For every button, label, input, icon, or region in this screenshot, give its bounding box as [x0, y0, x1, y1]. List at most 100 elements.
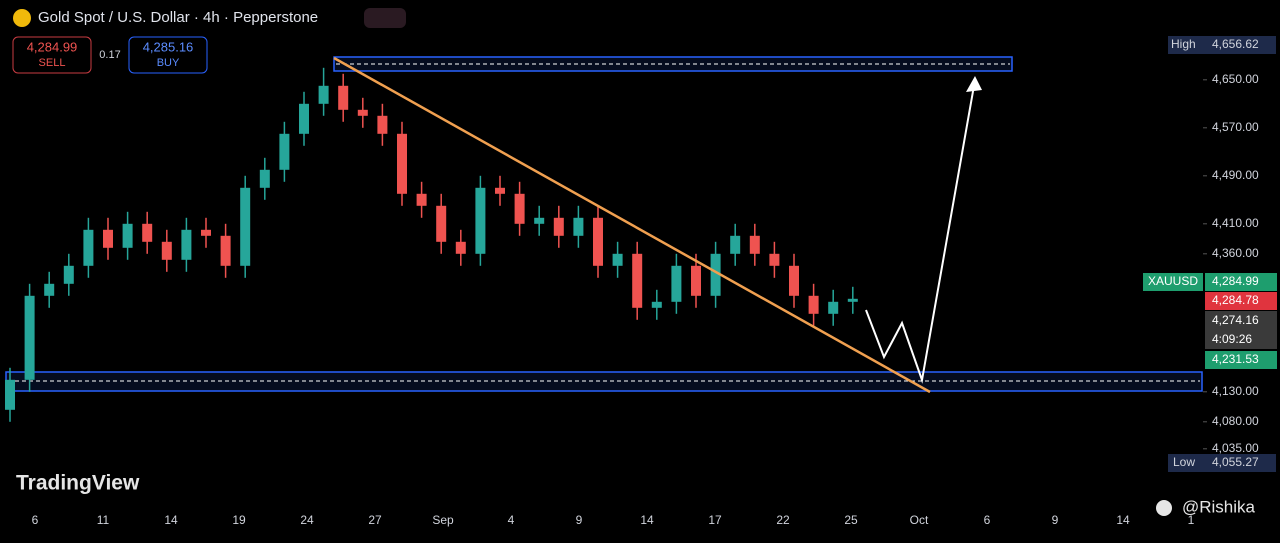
high-box	[1168, 36, 1276, 54]
x-tick-label: 9	[576, 513, 583, 527]
candle-body	[789, 265, 799, 296]
sell-button[interactable]	[12, 36, 92, 74]
buy-label: BUY	[157, 57, 180, 69]
candle-body	[514, 193, 525, 224]
candle-body	[357, 109, 368, 116]
candle-body	[436, 205, 447, 242]
candle-body	[397, 133, 407, 194]
x-tick-label: 25	[844, 513, 858, 527]
spread: 0.17	[99, 49, 120, 61]
candle-body	[63, 265, 74, 284]
candle-body	[691, 265, 701, 296]
candle-body	[612, 253, 623, 266]
arrow-head	[966, 76, 982, 92]
y-tick-label: 4,080.00	[1212, 414, 1259, 428]
candle-body	[730, 235, 741, 254]
watermark: TradingView	[16, 472, 140, 495]
candle-body	[240, 187, 251, 266]
last-price: 4,284.99	[1212, 274, 1259, 288]
candle-body	[475, 187, 486, 254]
bid-price: 4,284.78	[1212, 293, 1259, 307]
last-box	[1205, 273, 1277, 291]
x-tick-label: 27	[368, 513, 382, 527]
countdown: 4:09:26	[1212, 332, 1252, 346]
status-pill	[364, 8, 406, 28]
sell-price: 4,284.99	[27, 39, 78, 54]
y-tick-label: 4,410.00	[1212, 216, 1259, 230]
x-tick-label: Oct	[910, 513, 929, 527]
low-box	[1168, 454, 1276, 472]
candle-body	[416, 193, 427, 206]
symbol-label: XAUUSD	[1148, 274, 1198, 288]
buy-button[interactable]	[128, 36, 208, 74]
candle-body	[749, 235, 760, 254]
candle-body	[299, 103, 309, 134]
candle-body	[553, 217, 564, 236]
candle-body	[377, 115, 388, 134]
low-value: 4,055.27	[1212, 455, 1259, 469]
candle-body	[83, 229, 94, 266]
candle-body	[142, 223, 153, 242]
candle-body	[181, 229, 192, 260]
candle-body	[495, 187, 505, 194]
trendline	[333, 56, 931, 394]
prev-price: 4,274.16	[1212, 313, 1259, 327]
candle-body	[5, 379, 15, 410]
y-tick-label: 4,130.00	[1212, 384, 1259, 398]
candle-body	[573, 217, 584, 236]
candle-body	[318, 85, 329, 104]
y-tick-label: 4,035.00	[1212, 441, 1259, 455]
x-tick-label: 24	[300, 513, 314, 527]
candle-body	[220, 235, 231, 266]
x-tick-label: 6	[32, 513, 39, 527]
high-label: High	[1171, 37, 1196, 51]
social-icon	[1156, 500, 1172, 516]
candle-body	[338, 85, 349, 110]
x-tick-label: 22	[776, 513, 790, 527]
symbol-icon	[13, 9, 31, 27]
candle-body	[710, 253, 721, 296]
x-tick-label: 17	[708, 513, 722, 527]
x-tick-label: 9	[1052, 513, 1059, 527]
symbol-title: Gold Spot / U.S. Dollar · 4h · Peppersto…	[38, 9, 318, 26]
candle-body	[201, 229, 211, 236]
candle-body	[122, 223, 133, 248]
candle-body	[651, 301, 662, 308]
prev-box	[1205, 311, 1277, 349]
candle-body	[808, 295, 819, 314]
x-tick-label: 14	[1116, 513, 1130, 527]
level-box	[1205, 351, 1277, 369]
x-tick-label: 14	[640, 513, 654, 527]
x-tick-label: 19	[232, 513, 246, 527]
x-tick-label: 11	[97, 513, 110, 527]
candle-body	[44, 283, 55, 296]
candle-body	[161, 241, 172, 260]
level-price: 4,231.53	[1212, 352, 1259, 366]
x-tick-label: 14	[164, 513, 178, 527]
x-tick-label: 4	[508, 513, 515, 527]
buy-price: 4,285.16	[143, 39, 194, 54]
candle-body	[828, 301, 839, 314]
candle-body	[24, 295, 35, 380]
y-tick-label: 4,570.00	[1212, 120, 1259, 134]
candle-body	[593, 217, 603, 266]
y-tick-label: 4,360.00	[1212, 246, 1259, 260]
candle-body	[455, 241, 466, 254]
credit: @Rishika	[1182, 497, 1256, 516]
symbol-box	[1143, 273, 1203, 291]
y-tick-label: 4,650.00	[1212, 72, 1259, 86]
candle-body	[279, 133, 290, 170]
low-label: Low	[1173, 455, 1195, 469]
high-value: 4,656.62	[1212, 37, 1259, 51]
candle-body	[534, 217, 545, 224]
candle-body	[259, 169, 270, 188]
bid-box	[1205, 292, 1277, 310]
x-tick-label: 1	[1188, 513, 1195, 527]
x-tick-label: 6	[984, 513, 991, 527]
projection-path	[865, 79, 976, 384]
candle-body	[847, 298, 858, 302]
candle-body	[769, 253, 780, 266]
x-tick-label: Sep	[432, 513, 454, 527]
candle-body	[632, 253, 643, 308]
